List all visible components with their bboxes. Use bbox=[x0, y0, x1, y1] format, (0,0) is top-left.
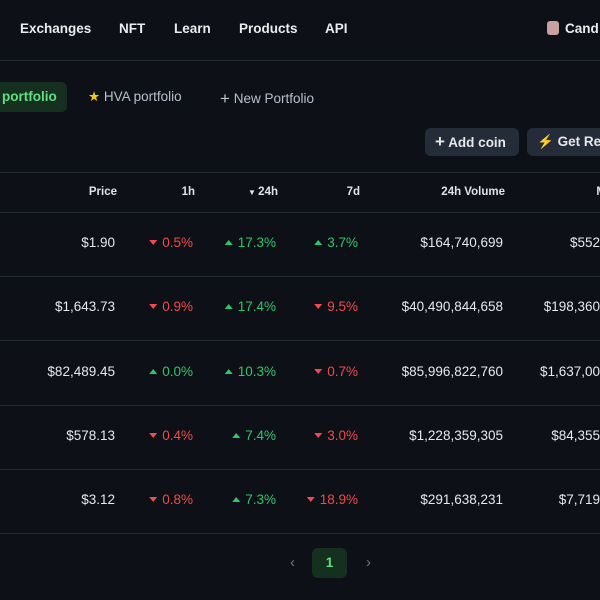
column-header[interactable]: 7d bbox=[346, 186, 360, 198]
tab[interactable]: ★ HVA portfolio bbox=[88, 89, 182, 104]
change-cell: 3.0% bbox=[314, 428, 358, 443]
change-cell: 3.7% bbox=[314, 235, 358, 250]
table-cell: $198,360 bbox=[543, 299, 600, 315]
add-coin-button[interactable]: + Add coin bbox=[425, 128, 519, 156]
row-divider bbox=[0, 340, 600, 342]
next-page[interactable]: › bbox=[366, 554, 371, 571]
tab-label: HVA portfolio bbox=[103, 89, 182, 104]
column-header[interactable]: ▼ 24h bbox=[248, 186, 278, 198]
prev-page[interactable]: ‹ bbox=[290, 554, 295, 571]
nav-link[interactable]: NFT bbox=[119, 21, 146, 36]
change-cell: 0.9% bbox=[149, 299, 193, 314]
change-cell: 17.4% bbox=[225, 299, 276, 314]
tab[interactable]: + New Portfolio bbox=[220, 89, 314, 108]
table-cell: $1,228,359,305 bbox=[409, 427, 503, 443]
table-cell: $1.90 bbox=[81, 235, 115, 250]
table-cell: $291,638,231 bbox=[420, 492, 503, 508]
table-cell: $7,719 bbox=[558, 492, 600, 508]
change-cell: 0.8% bbox=[149, 492, 193, 507]
change-cell: 0.5% bbox=[149, 235, 193, 250]
change-cell: 10.3% bbox=[225, 364, 276, 379]
divider bbox=[0, 212, 600, 213]
button-label: Add coin bbox=[448, 135, 506, 150]
table-cell: $40,490,844,658 bbox=[401, 299, 503, 315]
column-header[interactable]: Price bbox=[88, 186, 117, 198]
table-cell: $578.13 bbox=[66, 427, 115, 443]
recommend-button[interactable]: ⚡ Get Rec bbox=[527, 128, 600, 156]
nav-link[interactable]: Products bbox=[239, 21, 298, 36]
table-cell: $164,740,699 bbox=[420, 235, 503, 250]
column-header[interactable]: M bbox=[596, 186, 600, 198]
row-divider bbox=[0, 468, 600, 470]
change-cell: 0.7% bbox=[314, 364, 358, 379]
table-cell: $1,637,00 bbox=[539, 363, 600, 379]
user-name: Cand bbox=[565, 21, 599, 36]
change-cell: 7.4% bbox=[232, 428, 276, 443]
nav-link[interactable]: API bbox=[325, 21, 348, 36]
column-header[interactable]: 1h bbox=[181, 186, 195, 198]
nav-link[interactable]: Exchanges bbox=[20, 21, 92, 36]
change-cell: 17.3% bbox=[225, 235, 276, 250]
button-label: Get Rec bbox=[557, 134, 600, 149]
table-cell: $82,489.45 bbox=[47, 363, 115, 379]
divider bbox=[0, 60, 600, 61]
column-header[interactable]: 24h Volume bbox=[441, 186, 505, 198]
row-divider bbox=[0, 276, 600, 277]
change-cell: 0.0% bbox=[149, 364, 193, 379]
change-cell: 7.3% bbox=[232, 492, 276, 507]
user-menu[interactable]: Cand bbox=[547, 21, 599, 36]
row-divider bbox=[0, 404, 600, 406]
table-cell: $3.12 bbox=[81, 492, 115, 508]
table-cell: $552 bbox=[569, 235, 600, 250]
change-cell: 18.9% bbox=[307, 492, 358, 507]
table-cell: $1,643.73 bbox=[54, 299, 115, 315]
nav-link[interactable]: Learn bbox=[174, 21, 211, 36]
table-cell: $85,996,822,760 bbox=[401, 363, 503, 379]
divider bbox=[0, 172, 600, 173]
page-button[interactable]: 1 bbox=[312, 548, 347, 578]
table-cell: $84,355 bbox=[551, 427, 600, 443]
change-cell: 0.4% bbox=[149, 428, 193, 443]
row-divider bbox=[0, 533, 600, 535]
active-tab[interactable]: portfolio bbox=[0, 82, 67, 112]
tab-label: New Portfolio bbox=[233, 91, 314, 106]
change-cell: 9.5% bbox=[314, 299, 358, 314]
